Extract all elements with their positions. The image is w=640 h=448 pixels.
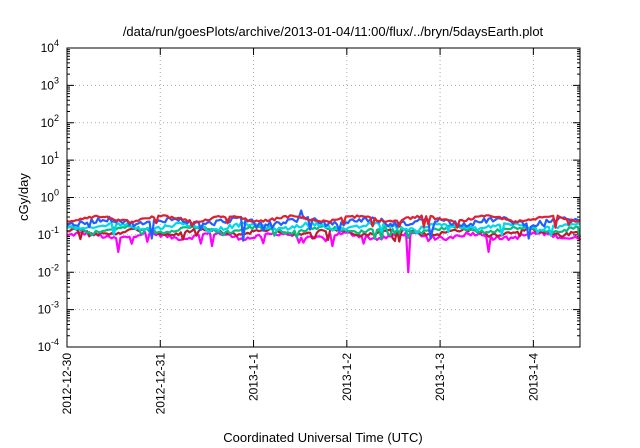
y-tick-label: 10-1 [38, 225, 59, 242]
y-tick-labels: 10-4 10-3 10-2 10-1 100 101 102 103 104 [38, 38, 59, 354]
y-tick-label: 100 [41, 188, 59, 205]
series-layer [66, 209, 582, 274]
y-tick-label: 104 [41, 38, 59, 55]
series-line [66, 214, 581, 229]
y-tick-label: 10-2 [38, 262, 59, 279]
x-tick-label: 2013-1-2 [340, 353, 354, 401]
plot-frame [66, 47, 581, 348]
y-tick-label: 10-4 [38, 337, 59, 354]
y-tick-label: 103 [41, 75, 59, 92]
y-axis-label: cGy/day [16, 173, 31, 221]
x-tick-labels: 2012-12-30 2012-12-31 2013-1-1 2013-1-2 2013… [60, 353, 540, 415]
y-tick-label: 10-3 [38, 300, 59, 317]
x-axis-label: Coordinated Universal Time (UTC) [223, 430, 422, 445]
x-tick-label: 2013-1-4 [526, 353, 540, 401]
x-tick-label: 2013-1-1 [247, 353, 261, 401]
x-tick-label: 2012-12-31 [153, 353, 167, 415]
series-line [66, 230, 581, 274]
y-tick-label: 102 [41, 113, 59, 130]
x-tick-label: 2012-12-30 [60, 353, 74, 415]
grid [66, 47, 580, 348]
chart-title: /data/run/goesPlots/archive/2013-01-04/1… [123, 24, 544, 39]
y-tick-label: 101 [41, 150, 59, 167]
x-tick-label: 2013-1-3 [433, 353, 447, 401]
